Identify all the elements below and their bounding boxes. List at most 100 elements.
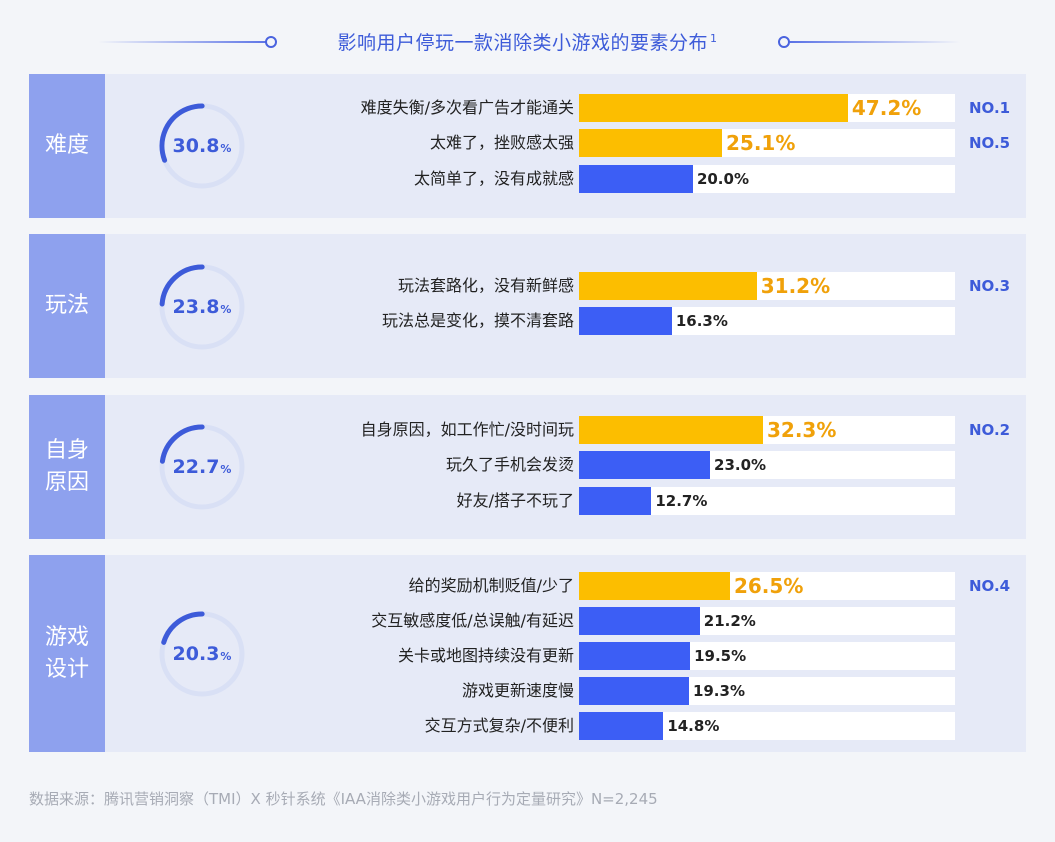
title-footnote-mark: 1 (710, 31, 718, 45)
title-right-dot (778, 36, 790, 48)
rank-badge: NO.5 (969, 134, 1011, 152)
bar-label: 给的奖励机制贬值/少了 (408, 576, 574, 595)
share-ring-svg (159, 264, 245, 350)
bar-label: 交互敏感度低/总误触/有延迟 (371, 611, 574, 630)
share-ring-svg (159, 611, 245, 697)
bar-label: 关卡或地图持续没有更新 (397, 646, 574, 665)
bar (579, 165, 693, 193)
category-panel: 玩法 23.8% 玩法套路化，没有新鲜感 31.2% NO.3 玩法总是变化，摸不清套路 1… (29, 234, 1026, 378)
category-panel: 自身 原因 22.7% 自身原因，如工作忙/没时间玩 32.3% NO.2 玩久了手机会发… (29, 395, 1026, 539)
bar-row: 好友/搭子不玩了 12.7% (29, 487, 1026, 515)
rank-badge: NO.4 (969, 577, 1011, 595)
share-percent-sign: % (220, 142, 232, 155)
share-ring-svg (159, 424, 245, 510)
bar-label: 自身原因，如工作忙/没时间玩 (360, 420, 574, 439)
share-number: 22.7 (172, 456, 220, 478)
share-percent-sign: % (220, 303, 232, 316)
bar (579, 307, 672, 335)
share-ring-svg (159, 103, 245, 189)
bar (579, 677, 689, 705)
bar-value-label: 23.0% (714, 456, 767, 474)
share-percent-sign: % (220, 463, 232, 476)
bar-track: 31.2% (579, 272, 955, 300)
share-ring: 23.8% (157, 262, 247, 352)
category-label: 游戏 设计 (29, 555, 105, 752)
bar (579, 572, 730, 600)
rank-badge: NO.1 (969, 99, 1011, 117)
share-ring-arc (159, 103, 245, 189)
title-right-line (790, 41, 960, 43)
bar-row: 太简单了，没有成就感 20.0% (29, 165, 1026, 193)
category-label: 自身 原因 (29, 395, 105, 539)
share-ring: 20.3% (157, 609, 247, 699)
bar-track: 14.8% (579, 712, 955, 740)
bar-row: 太难了，挫败感太强 25.1% NO.5 (29, 129, 1026, 157)
bar-label: 游戏更新速度慢 (461, 681, 574, 700)
bar-track: 32.3% (579, 416, 955, 444)
share-value: 20.3% (157, 609, 247, 699)
share-number: 30.8 (172, 135, 220, 157)
title-row: 影响用户停玩一款消除类小游戏的要素分布 1 (0, 22, 1055, 62)
bar-value-label: 12.7% (655, 492, 708, 510)
title-left-line (98, 41, 270, 43)
category-panel: 难度 30.8% 难度失衡/多次看广告才能通关 47.2% NO.1 太难了，挫败感太强 2… (29, 74, 1026, 218)
bar-track: 19.5% (579, 642, 955, 670)
bar-row: 玩法套路化，没有新鲜感 31.2% NO.3 (29, 272, 1026, 300)
bar-track: 12.7% (579, 487, 955, 515)
bar-track: 23.0% (579, 451, 955, 479)
bar-label: 难度失衡/多次看广告才能通关 (360, 98, 574, 117)
bar-value-label: 31.2% (760, 274, 831, 298)
bar-row: 交互敏感度低/总误触/有延迟 21.2% (29, 607, 1026, 635)
bar-label: 玩久了手机会发烫 (445, 455, 574, 474)
rank-badge: NO.2 (969, 421, 1011, 439)
bar (579, 94, 848, 122)
share-ring: 30.8% (157, 101, 247, 191)
source-note: 数据来源：腾讯营销洞察（TMI）X 秒针系统《IAA消除类小游戏用户行为定量研究… (29, 790, 658, 808)
bar-track: 47.2% (579, 94, 955, 122)
bar-row: 自身原因，如工作忙/没时间玩 32.3% NO.2 (29, 416, 1026, 444)
bar (579, 487, 652, 515)
bar-row: 交互方式复杂/不便利 14.8% (29, 712, 1026, 740)
chart-title: 影响用户停玩一款消除类小游戏的要素分布 1 (0, 28, 1055, 55)
bar (579, 129, 722, 157)
share-ring: 22.7% (157, 422, 247, 512)
bar (579, 451, 711, 479)
bar-value-label: 19.5% (694, 647, 747, 665)
bar-value-label: 20.0% (696, 170, 749, 188)
bar-value-label: 19.3% (692, 682, 745, 700)
share-ring-arc (159, 264, 245, 350)
bar-row: 难度失衡/多次看广告才能通关 47.2% NO.1 (29, 94, 1026, 122)
bar-track: 16.3% (579, 307, 955, 335)
bar-value-label: 32.3% (767, 418, 837, 442)
share-value: 30.8% (157, 101, 247, 191)
bar-track: 19.3% (579, 677, 955, 705)
bar-row: 游戏更新速度慢 19.3% (29, 677, 1026, 705)
bar-value-label: 14.8% (667, 717, 720, 735)
bar-track: 25.1% (579, 129, 955, 157)
share-ring-arc (159, 424, 245, 510)
bar-track: 21.2% (579, 607, 955, 635)
bar-row: 玩法总是变化，摸不清套路 16.3% (29, 307, 1026, 335)
bar-label: 玩法套路化，没有新鲜感 (397, 276, 574, 295)
bar-value-label: 21.2% (703, 612, 756, 630)
bar-row: 玩久了手机会发烫 23.0% (29, 451, 1026, 479)
share-ring-arc (159, 611, 245, 697)
bar-value-label: 25.1% (725, 131, 796, 155)
bar (579, 607, 700, 635)
bar (579, 642, 691, 670)
bar-label: 交互方式复杂/不便利 (424, 716, 574, 735)
bar-row: 给的奖励机制贬值/少了 26.5% NO.4 (29, 572, 1026, 600)
bar-value-label: 26.5% (733, 574, 804, 598)
share-value: 22.7% (157, 422, 247, 512)
bar-track: 20.0% (579, 165, 955, 193)
bar-track: 26.5% (579, 572, 955, 600)
share-value: 23.8% (157, 262, 247, 352)
bar-value-label: 47.2% (851, 96, 922, 120)
chart-title-text: 影响用户停玩一款消除类小游戏的要素分布 (337, 32, 708, 54)
bar-label: 太难了，挫败感太强 (429, 133, 574, 152)
share-number: 23.8 (172, 296, 220, 318)
bar (579, 272, 757, 300)
bar-value-label: 16.3% (675, 312, 728, 330)
bar (579, 416, 763, 444)
share-percent-sign: % (220, 650, 232, 663)
